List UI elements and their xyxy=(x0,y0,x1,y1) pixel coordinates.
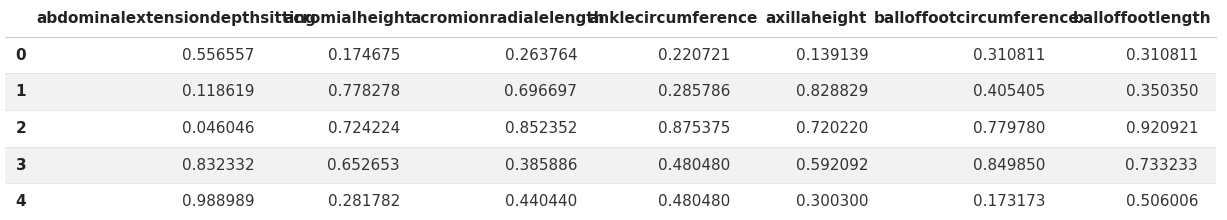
Text: 0.263764: 0.263764 xyxy=(504,48,578,62)
Text: acromionradialelength: acromionradialelength xyxy=(411,11,605,26)
Text: 0.310811: 0.310811 xyxy=(973,48,1045,62)
Text: 3: 3 xyxy=(16,158,26,172)
Text: 0.139139: 0.139139 xyxy=(795,48,869,62)
Bar xyxy=(5,147,1216,183)
Text: 0.720220: 0.720220 xyxy=(796,121,869,136)
Text: balloffootcircumference: balloffootcircumference xyxy=(874,11,1079,26)
Text: 0.832332: 0.832332 xyxy=(182,158,255,172)
Bar xyxy=(5,183,1216,220)
Text: balloffootlength: balloffootlength xyxy=(1072,11,1211,26)
Text: 1: 1 xyxy=(16,84,26,99)
Bar xyxy=(5,73,1216,110)
Bar xyxy=(5,110,1216,147)
Text: 0.652653: 0.652653 xyxy=(328,158,400,172)
Text: 0.480480: 0.480480 xyxy=(658,158,730,172)
Text: 0.174675: 0.174675 xyxy=(328,48,400,62)
Text: 0.310811: 0.310811 xyxy=(1126,48,1199,62)
Text: 0.440440: 0.440440 xyxy=(506,194,578,209)
Text: axillaheight: axillaheight xyxy=(766,11,867,26)
Text: 0.875375: 0.875375 xyxy=(658,121,730,136)
Text: 0.300300: 0.300300 xyxy=(796,194,869,209)
Text: abdominalextensiondepthsitting: abdominalextensiondepthsitting xyxy=(37,11,317,26)
Text: 0.828829: 0.828829 xyxy=(796,84,869,99)
Text: 0.506006: 0.506006 xyxy=(1125,194,1199,209)
Text: 0.385886: 0.385886 xyxy=(504,158,578,172)
Text: 0.046046: 0.046046 xyxy=(183,121,255,136)
Text: 0.733233: 0.733233 xyxy=(1125,158,1199,172)
Text: 0.405405: 0.405405 xyxy=(973,84,1045,99)
Text: 0.724224: 0.724224 xyxy=(328,121,400,136)
Bar xyxy=(5,0,1216,37)
Text: 0.852352: 0.852352 xyxy=(506,121,578,136)
Text: 0.779780: 0.779780 xyxy=(973,121,1045,136)
Text: 0.592092: 0.592092 xyxy=(796,158,869,172)
Text: 0.173173: 0.173173 xyxy=(973,194,1045,209)
Text: 0.696697: 0.696697 xyxy=(504,84,578,99)
Text: 0.920921: 0.920921 xyxy=(1125,121,1199,136)
Text: anklecircumference: anklecircumference xyxy=(589,11,758,26)
Text: 0.281782: 0.281782 xyxy=(328,194,400,209)
Text: 0.220721: 0.220721 xyxy=(658,48,730,62)
Text: 0.556557: 0.556557 xyxy=(183,48,255,62)
Text: acromialheight: acromialheight xyxy=(283,11,412,26)
Text: 4: 4 xyxy=(16,194,26,209)
Text: 0.118619: 0.118619 xyxy=(183,84,255,99)
Text: 0.285786: 0.285786 xyxy=(658,84,730,99)
Text: 0: 0 xyxy=(16,48,26,62)
Text: 0.778278: 0.778278 xyxy=(328,84,400,99)
Bar xyxy=(5,37,1216,73)
Text: 0.350350: 0.350350 xyxy=(1125,84,1199,99)
Text: 0.480480: 0.480480 xyxy=(658,194,730,209)
Text: 0.988989: 0.988989 xyxy=(182,194,255,209)
Text: 0.849850: 0.849850 xyxy=(973,158,1045,172)
Text: 2: 2 xyxy=(16,121,27,136)
